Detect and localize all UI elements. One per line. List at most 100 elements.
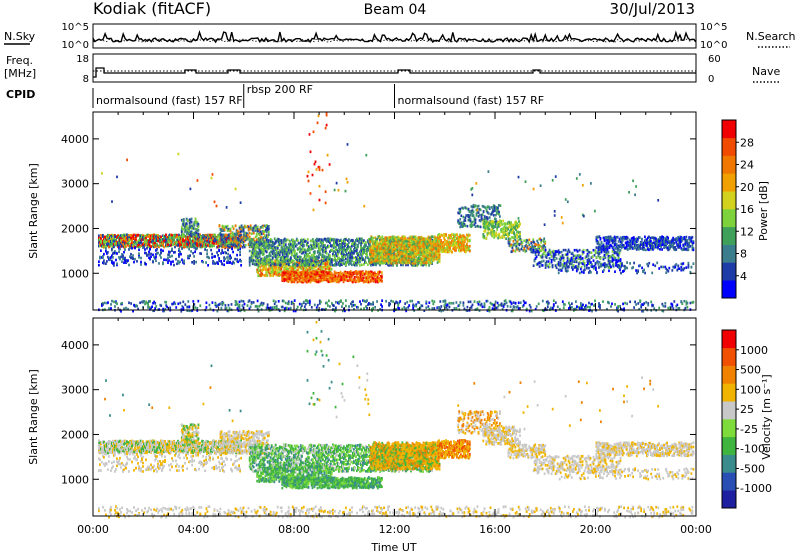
- heatmap-cell: [237, 232, 240, 236]
- heatmap-cell: [323, 244, 326, 247]
- heatmap-cell: [304, 274, 307, 277]
- heatmap-cell: [155, 253, 157, 256]
- heatmap-cell: [311, 270, 314, 274]
- heatmap-cell: [319, 253, 322, 256]
- heatmap-cell: [216, 251, 218, 254]
- heatmap-cell: [356, 249, 358, 252]
- heatmap-cell: [271, 266, 274, 269]
- heatmap-cell: [239, 234, 242, 238]
- heatmap-cell: [215, 238, 217, 241]
- heatmap-cell: [195, 247, 197, 251]
- heatmap-cell: [193, 233, 196, 236]
- heatmap-cell: [241, 238, 244, 242]
- heatmap-cell: [257, 229, 260, 233]
- heatmap-cell: [188, 242, 190, 245]
- heatmap-cell: [106, 238, 108, 241]
- heatmap-cell: [192, 239, 194, 243]
- heatmap-cell: [127, 235, 129, 238]
- heatmap-cell: [155, 239, 157, 243]
- heatmap-cell: [175, 235, 177, 239]
- heatmap-cell: [253, 225, 256, 228]
- heatmap-cell: [257, 237, 260, 241]
- heatmap-cell: [303, 255, 306, 258]
- heatmap-cell: [232, 240, 234, 243]
- heatmap-cell: [299, 276, 302, 280]
- heatmap-cell: [316, 271, 319, 274]
- heatmap-cell: [218, 248, 220, 252]
- heatmap-cell: [204, 248, 206, 251]
- heatmap-cell: [194, 217, 197, 221]
- heatmap-cell: [250, 226, 253, 230]
- heatmap-cell: [198, 239, 200, 243]
- heatmap-cell: [138, 241, 140, 244]
- heatmap-cell: [111, 235, 113, 238]
- heatmap-cell: [296, 276, 299, 280]
- heatmap-cell: [257, 232, 260, 236]
- heatmap-cell: [248, 227, 251, 230]
- heatmap-cell: [223, 242, 225, 246]
- heatmap-cell: [305, 273, 308, 276]
- heatmap-cell: [293, 270, 296, 274]
- heatmap-cell: [118, 238, 120, 242]
- heatmap-cell: [245, 237, 248, 241]
- heatmap-cell: [291, 278, 294, 281]
- heatmap-cell: [330, 263, 332, 266]
- heatmap-cell: [172, 243, 174, 247]
- heatmap-cell: [309, 270, 312, 274]
- heatmap-cell: [109, 256, 111, 260]
- heatmap-cell: [295, 277, 298, 281]
- heatmap-cell: [297, 277, 300, 280]
- heatmap-cell: [128, 238, 130, 242]
- heatmap-cell: [132, 254, 134, 257]
- heatmap-cell: [262, 224, 265, 228]
- heatmap-cell: [121, 245, 123, 248]
- heatmap-cell: [188, 255, 190, 258]
- heatmap-cell: [266, 258, 269, 262]
- heatmap-cell: [309, 239, 312, 243]
- heatmap-cell: [186, 242, 188, 245]
- heatmap-cell: [194, 246, 196, 250]
- heatmap-cell: [321, 270, 324, 274]
- heatmap-cell: [216, 241, 218, 244]
- heatmap-cell: [133, 260, 135, 264]
- heatmap-cell: [193, 221, 196, 224]
- heatmap-cell: [162, 238, 164, 241]
- heatmap-cell: [245, 232, 248, 235]
- heatmap-cell: [158, 262, 160, 265]
- heatmap-cell: [221, 241, 224, 245]
- heatmap-cell: [280, 260, 283, 263]
- heatmap-cell: [105, 249, 107, 253]
- heatmap-cell: [102, 235, 104, 238]
- heatmap-cell: [220, 244, 223, 248]
- heatmap-cell: [135, 234, 137, 238]
- heatmap-cell: [274, 246, 277, 249]
- heatmap-cell: [121, 239, 123, 242]
- heatmap-cell: [204, 242, 206, 246]
- heatmap-cell: [153, 237, 155, 241]
- heatmap-cell: [103, 252, 105, 256]
- heatmap-cell: [296, 268, 299, 272]
- heatmap-cell: [289, 277, 292, 280]
- heatmap-cell: [169, 244, 171, 247]
- heatmap-cell: [186, 235, 188, 239]
- heatmap-cell: [227, 243, 230, 246]
- heatmap-cell: [169, 238, 171, 241]
- heatmap-cell: [301, 274, 304, 277]
- heatmap-cell: [218, 257, 220, 260]
- heatmap-cell: [218, 240, 220, 244]
- heatmap-cell: [264, 262, 267, 265]
- heatmap-cell: [141, 244, 143, 247]
- heatmap-cell: [379, 244, 382, 248]
- heatmap-cell: [306, 273, 309, 276]
- heatmap-cell: [294, 275, 297, 279]
- heatmap-cell: [119, 257, 121, 261]
- heatmap-cell: [375, 237, 378, 241]
- heatmap-cell: [256, 270, 259, 274]
- heatmap-cell: [171, 249, 173, 252]
- heatmap-cell: [217, 243, 219, 247]
- heatmap-cell: [187, 237, 189, 241]
- heatmap-cell: [254, 229, 257, 232]
- heatmap-cell: [236, 259, 238, 263]
- heatmap-cell: [288, 265, 291, 268]
